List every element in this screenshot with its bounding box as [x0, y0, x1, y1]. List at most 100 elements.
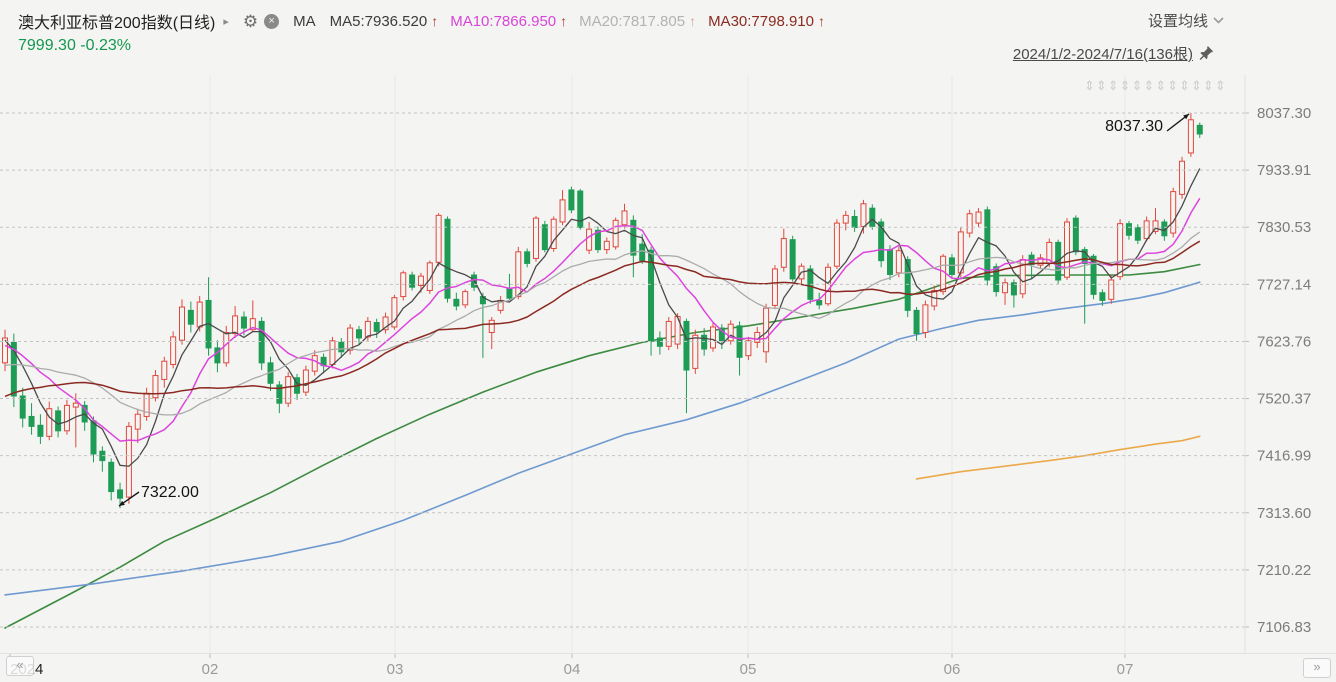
candle-down — [913, 307, 920, 341]
candle-down — [851, 209, 858, 232]
instrument-title[interactable]: 澳大利亚标普200指数(日线) — [18, 15, 216, 32]
candle-up — [179, 299, 185, 345]
ma-legend: MA5:7936.520 ↑ MA10:7866.950 ↑ MA20:7817.805… — [322, 13, 825, 30]
ma10-line — [4, 197, 1201, 442]
candle-down — [683, 318, 690, 414]
scroll-left-button[interactable]: « — [6, 656, 34, 676]
ma-trend-up-arrow-icon: ↑ — [817, 13, 825, 29]
candle-up — [72, 393, 79, 448]
x-axis-label: 06 — [944, 661, 961, 678]
candle-up — [780, 228, 787, 272]
candle-down — [904, 256, 911, 318]
ma-legend-item: MA5:7936.520 — [329, 12, 428, 30]
candle-up — [710, 322, 716, 352]
candle-up — [692, 329, 699, 374]
ma-long-orange — [915, 435, 1201, 480]
y-axis-label: 7520.37 — [1257, 391, 1311, 408]
candle-up — [922, 300, 929, 338]
low-annotation-label: 7322.00 — [141, 484, 199, 501]
candle-down — [356, 325, 362, 345]
scroll-right-button[interactable]: » — [1303, 658, 1331, 678]
candle-down — [1010, 279, 1017, 308]
candle-down — [1134, 224, 1141, 245]
candle-down — [37, 414, 44, 445]
candle-down — [338, 337, 345, 358]
y-axis-label: 7623.76 — [1257, 333, 1311, 350]
y-axis-label: 7416.99 — [1257, 448, 1311, 465]
candle-down — [1072, 215, 1079, 256]
candle-up — [1064, 218, 1070, 280]
y-axis-label: 7933.91 — [1257, 162, 1311, 179]
candle-down — [214, 340, 221, 373]
candle-down — [373, 318, 380, 338]
ma-trend-up-arrow-icon: ↑ — [689, 13, 697, 29]
date-range-control[interactable]: 2024/1/2-2024/7/16(136根) — [1013, 43, 1214, 64]
candle-up — [603, 237, 610, 255]
candle-up — [975, 208, 982, 228]
candle-up — [311, 350, 318, 376]
candle-down — [187, 301, 194, 333]
ma-indicator-label[interactable]: MA — [293, 12, 316, 30]
candle-up — [462, 289, 469, 309]
close-indicator-icon[interactable]: × — [264, 13, 280, 29]
candle-down — [444, 216, 451, 303]
last-price-row: 7999.30 -0.23% — [18, 37, 131, 55]
candle-up — [1037, 254, 1044, 269]
price-change-percent: -0.23% — [80, 37, 131, 54]
ma-trend-up-arrow-icon: ↑ — [560, 13, 568, 29]
candle-up — [1108, 275, 1115, 304]
ma20-line — [4, 231, 1201, 416]
candle-up — [621, 203, 628, 229]
candle-up — [1002, 278, 1009, 305]
y-axis-label: 7313.60 — [1257, 505, 1311, 522]
ma-long-blue — [4, 281, 1201, 596]
candle-down — [648, 246, 655, 356]
high-annotation-label: 8037.30 — [1105, 118, 1163, 135]
candle-down — [789, 235, 796, 282]
candle-up — [46, 401, 53, 441]
candle-down — [19, 387, 26, 428]
candle-up — [1187, 113, 1194, 157]
candle-down — [28, 403, 35, 435]
candle-up — [1117, 219, 1124, 280]
candle-up — [152, 370, 159, 402]
candle-down — [718, 324, 725, 350]
candle-down — [736, 321, 743, 376]
ma-trend-up-arrow-icon: ↑ — [431, 13, 439, 29]
candle-down — [258, 317, 265, 371]
x-axis-label: 05 — [740, 661, 757, 678]
candle-up — [665, 317, 672, 351]
candle-up — [842, 210, 849, 231]
title-dropdown-caret-icon[interactable]: ▸ — [223, 15, 229, 28]
candle-up — [966, 209, 973, 238]
y-axis-label: 7830.53 — [1257, 219, 1311, 236]
y-axis-label: 7106.83 — [1257, 619, 1311, 636]
y-axis-label: 7210.22 — [1257, 562, 1311, 579]
y-axis-label: 8037.30 — [1257, 105, 1311, 122]
ma-settings-button[interactable]: 设置均线 — [1148, 10, 1224, 31]
candle-up — [285, 372, 292, 408]
candle-down — [1099, 289, 1106, 306]
candle-up — [134, 408, 141, 443]
candle-up — [435, 213, 442, 267]
pin-icon[interactable] — [1198, 45, 1214, 62]
gear-icon[interactable]: ⚙ — [242, 11, 259, 31]
candle-up — [161, 356, 168, 388]
candle-down — [99, 446, 106, 472]
candle-down — [1196, 122, 1203, 139]
candle-up — [2, 329, 8, 372]
x-axis-label: 02 — [202, 661, 219, 678]
candle-down — [471, 271, 478, 292]
candle-up — [1152, 208, 1159, 235]
candle-down — [524, 248, 531, 268]
candle-up — [745, 336, 752, 361]
candle-up — [302, 365, 309, 396]
ma30-line — [4, 240, 1201, 398]
candle-down — [267, 356, 274, 392]
candle-down — [453, 292, 460, 311]
x-axis-label: 03 — [387, 661, 404, 678]
candle-down — [594, 226, 601, 253]
candle-up — [497, 296, 504, 314]
